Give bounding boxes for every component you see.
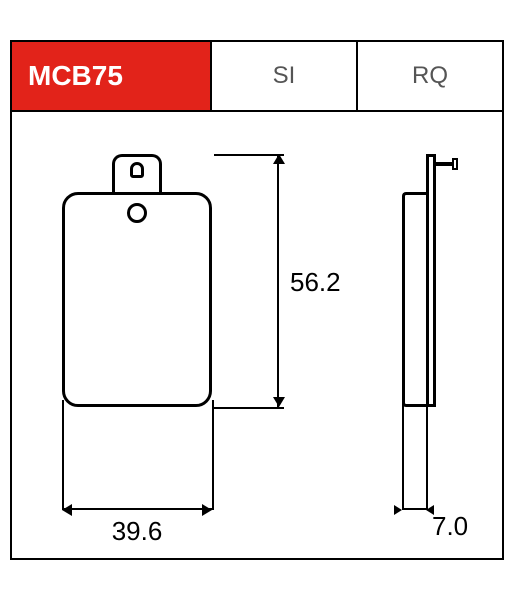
side-backing-plate [426,154,436,407]
dim-height-label: 56.2 [290,267,341,298]
dim-height-extension-bottom [214,407,284,409]
header-row: MCB75 SI RQ [12,42,502,112]
variant-cell-1: SI [212,42,358,110]
side-pin-head [452,158,458,170]
dim-thickness-extension-right [426,400,428,510]
side-pad-material [402,192,426,407]
dim-thickness [402,508,426,510]
dim-height-line [277,154,279,407]
brake-pad-front-view [62,192,212,407]
diagram-area: 56.2 39.6 7.0 [12,112,502,560]
dim-width-extension-right [212,400,214,510]
dim-thickness-label: 7.0 [432,511,468,542]
spec-frame: MCB75 SI RQ 56.2 39.6 [10,40,504,560]
dim-width-extension-left [62,400,64,510]
product-code-cell: MCB75 [12,42,212,110]
dim-width: 39.6 [62,508,212,510]
dim-thickness-extension-left [402,400,404,510]
dim-width-line [62,508,212,510]
dim-width-label: 39.6 [62,516,212,547]
pad-tab-slot [130,162,144,178]
dim-height [277,154,279,407]
dim-thickness-line [402,508,426,510]
pad-tab [112,154,162,194]
brand-logo: TRW [506,170,514,306]
pad-hole [127,203,147,223]
variant-cell-2: RQ [358,42,502,110]
pad-body [62,192,212,407]
